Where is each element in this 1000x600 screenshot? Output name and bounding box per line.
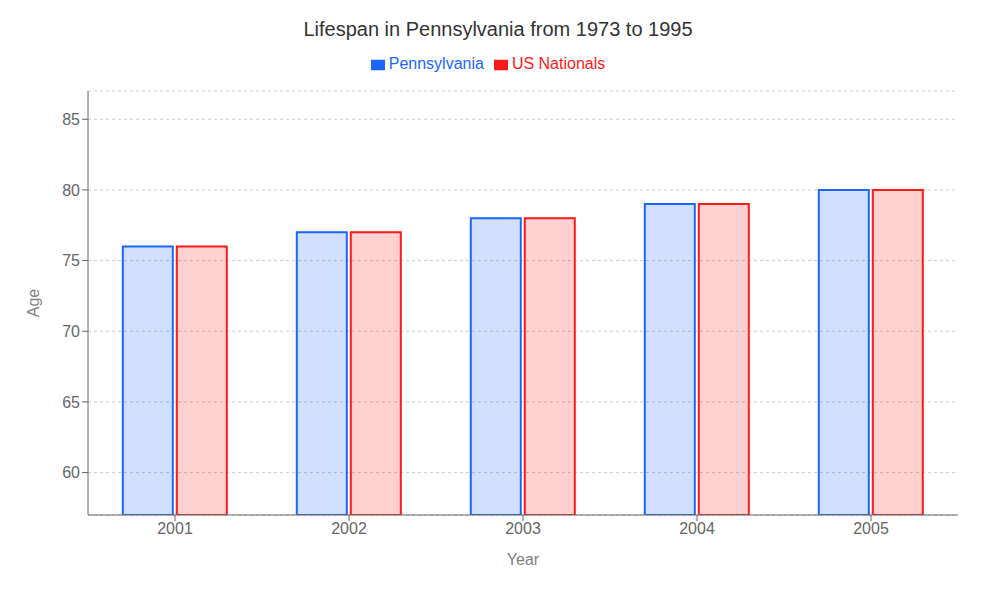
svg-text:2001: 2001 [157,520,193,537]
svg-text:Age: Age [25,289,42,318]
svg-text:75: 75 [62,252,80,269]
svg-text:65: 65 [62,394,80,411]
svg-text:70: 70 [62,323,80,340]
svg-text:Year: Year [507,551,540,568]
svg-text:60: 60 [62,464,80,481]
html-text:Pennsylvania: Pennsylvania [388,55,484,72]
svg-text:2002: 2002 [331,520,367,537]
svg-text:2004: 2004 [679,520,715,537]
svg-text:2003: 2003 [505,520,541,537]
html-text:Lifespan in Pennsylvania from: Lifespan in Pennsylvania from 1973 to 19… [303,18,693,40]
html-text:US Nationals: US Nationals [511,55,606,72]
svg-text:85: 85 [62,111,80,128]
svg-text:80: 80 [62,182,80,199]
svg-text:2005: 2005 [853,520,889,537]
